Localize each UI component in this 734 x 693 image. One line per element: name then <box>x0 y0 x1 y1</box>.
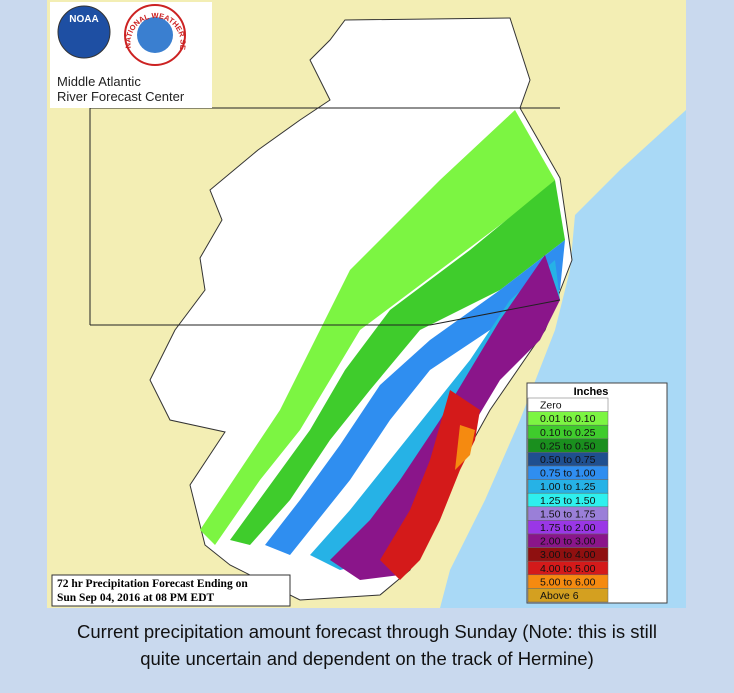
legend-label: 0.01 to 0.10 <box>540 413 596 425</box>
caption: Current precipitation amount forecast th… <box>77 621 657 642</box>
legend-label: 3.00 to 4.00 <box>540 549 596 561</box>
band-green <box>230 180 565 545</box>
legend-title: Inches <box>574 386 609 398</box>
center-name: River Forecast Center <box>57 89 185 104</box>
legend-label: 1.25 to 1.50 <box>540 495 596 507</box>
state-line <box>429 299 561 326</box>
logo-box: NOAA NATIONAL WEATHER SERVICE Middle Atl… <box>0 0 212 108</box>
legend-label: 4.00 to 5.00 <box>540 563 596 575</box>
legend-label: 0.50 to 0.75 <box>540 454 596 466</box>
band-red <box>380 390 480 580</box>
footer-background <box>51 574 291 607</box>
noaa-text: NOAA <box>69 14 98 25</box>
legend-label: 1.00 to 1.25 <box>540 481 596 493</box>
legend-swatch <box>527 588 609 603</box>
legend-label: 1.75 to 2.00 <box>540 522 596 534</box>
caption: quite uncertain and dependent on the tra… <box>140 648 594 669</box>
legend-label: 2.00 to 3.00 <box>540 536 596 548</box>
band-orange <box>455 425 475 470</box>
footer-box: 72 hr Precipitation Forecast Ending on S… <box>51 574 291 607</box>
legend-label: 0.10 to 0.25 <box>540 427 596 439</box>
map <box>47 0 686 608</box>
band-blue <box>265 240 565 555</box>
legend-label: 0.25 to 0.50 <box>540 440 596 452</box>
legend-label: 1.50 to 1.75 <box>540 508 596 520</box>
legend-label: 5.00 to 6.00 <box>540 576 596 588</box>
legend-label: Above 6 <box>540 590 579 602</box>
footer-text: 72 hr Precipitation Forecast Ending on <box>57 578 248 590</box>
legend-label: 0.75 to 1.00 <box>540 468 596 480</box>
legend-label: Zero <box>540 400 562 412</box>
center-name: Middle Atlantic <box>57 74 141 89</box>
band-light-green <box>200 110 555 545</box>
noaa-logo <box>57 5 111 59</box>
nws-inner <box>137 17 173 53</box>
footer-text: Sun Sep 04, 2016 at 08 PM EDT <box>57 592 215 604</box>
